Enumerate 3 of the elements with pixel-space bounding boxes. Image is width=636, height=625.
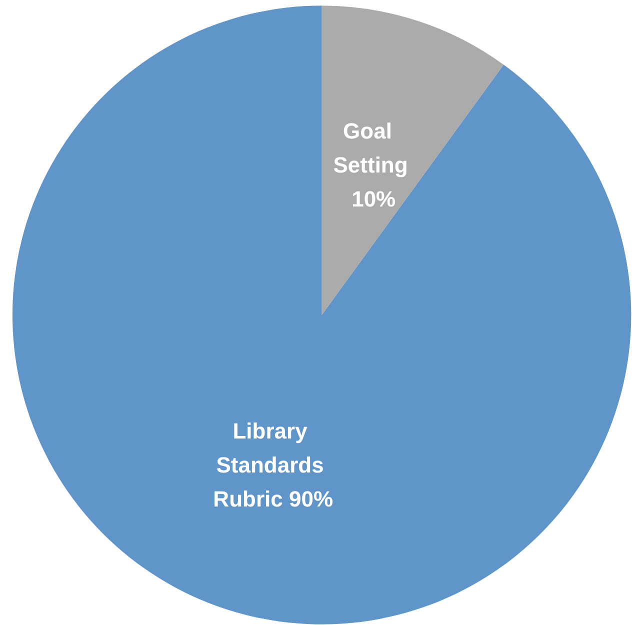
slice-label: Library Standards Rubric 90% xyxy=(213,418,333,512)
data-label: 10% xyxy=(345,186,396,212)
slice-label: Goal Setting xyxy=(333,118,408,178)
